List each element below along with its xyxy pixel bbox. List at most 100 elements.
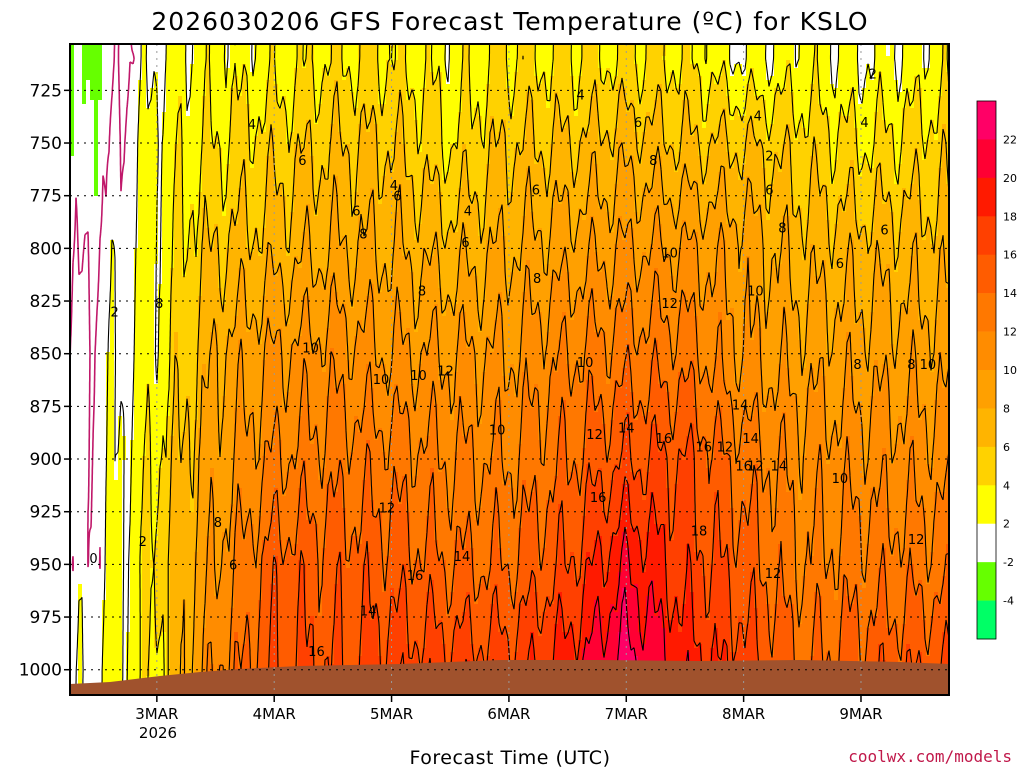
temperature-cell bbox=[86, 668, 91, 673]
temperature-cell bbox=[158, 52, 163, 57]
temperature-cell bbox=[162, 368, 167, 373]
temperature-cell bbox=[166, 224, 171, 229]
temperature-cell bbox=[178, 280, 183, 285]
temperature-cell bbox=[118, 636, 123, 641]
temperature-cell bbox=[138, 160, 143, 165]
temperature-cell bbox=[158, 520, 163, 525]
temperature-cell bbox=[158, 80, 163, 85]
temperature-cell bbox=[158, 668, 163, 673]
temperature-cell bbox=[90, 120, 95, 125]
temperature-cell bbox=[114, 72, 119, 77]
temperature-cell bbox=[138, 368, 143, 373]
temperature-cell bbox=[82, 112, 87, 117]
temperature-cell bbox=[150, 220, 155, 225]
temperature-cell bbox=[106, 548, 111, 553]
temperature-cell bbox=[162, 388, 167, 393]
temperature-cell bbox=[78, 152, 83, 157]
temperature-cell bbox=[158, 596, 163, 601]
temperature-cell bbox=[146, 364, 151, 369]
temperature-cell bbox=[114, 552, 119, 557]
temperature-cell bbox=[174, 652, 179, 657]
temperature-cell bbox=[98, 492, 103, 497]
temperature-cell bbox=[74, 596, 79, 601]
temperature-cell bbox=[106, 556, 111, 561]
temperature-cell bbox=[166, 156, 171, 161]
temperature-cell bbox=[142, 552, 147, 557]
temperature-cell bbox=[78, 584, 83, 589]
temperature-cell bbox=[126, 52, 131, 57]
temperature-cell bbox=[134, 632, 139, 637]
temperature-cell bbox=[142, 144, 147, 149]
temperature-cell bbox=[114, 224, 119, 229]
temperature-cell bbox=[122, 368, 127, 373]
temperature-cell bbox=[82, 76, 87, 81]
temperature-cell bbox=[114, 476, 119, 481]
temperature-cell bbox=[186, 560, 191, 565]
temperature-cell bbox=[150, 520, 155, 525]
temperature-cell bbox=[178, 248, 183, 253]
temperature-cell bbox=[142, 260, 147, 265]
temperature-cell bbox=[74, 560, 79, 565]
temperature-cell bbox=[118, 352, 123, 357]
temperature-cell bbox=[98, 132, 103, 137]
temperature-cell bbox=[114, 200, 119, 205]
temperature-cell bbox=[190, 360, 195, 365]
temperature-cell bbox=[190, 144, 195, 149]
temperature-cell bbox=[86, 180, 91, 185]
temperature-cell bbox=[190, 268, 195, 273]
temperature-cell bbox=[130, 116, 135, 121]
temperature-cell bbox=[182, 392, 187, 397]
temperature-cell bbox=[158, 660, 163, 665]
temperature-cell bbox=[98, 452, 103, 457]
temperature-cell bbox=[94, 208, 99, 213]
temperature-cell bbox=[90, 612, 95, 617]
temperature-cell bbox=[166, 68, 171, 73]
temperature-cell bbox=[186, 384, 191, 389]
temperature-cell bbox=[182, 312, 187, 317]
temperature-cell bbox=[102, 292, 107, 297]
temperature-cell bbox=[114, 628, 119, 633]
temperature-cell bbox=[182, 384, 187, 389]
temperature-cell bbox=[98, 472, 103, 477]
temperature-cell bbox=[102, 392, 107, 397]
temperature-cell bbox=[154, 200, 159, 205]
temperature-cell bbox=[150, 268, 155, 273]
temperature-cell bbox=[186, 200, 191, 205]
temperature-cell bbox=[106, 204, 111, 209]
temperature-cell bbox=[110, 468, 115, 473]
temperature-cell bbox=[162, 572, 167, 577]
temperature-cell bbox=[86, 52, 91, 57]
temperature-cell bbox=[74, 516, 79, 521]
temperature-cell bbox=[90, 568, 95, 573]
temperature-cell bbox=[94, 424, 99, 429]
temperature-cell bbox=[78, 324, 83, 329]
temperature-cell bbox=[82, 376, 87, 381]
temperature-cell bbox=[126, 476, 131, 481]
temperature-cell bbox=[102, 320, 107, 325]
temperature-cell bbox=[94, 416, 99, 421]
temperature-cell bbox=[86, 128, 91, 133]
temperature-cell bbox=[130, 620, 135, 625]
temperature-cell bbox=[166, 476, 171, 481]
temperature-cell bbox=[106, 396, 111, 401]
temperature-cell bbox=[114, 96, 119, 101]
temperature-cell bbox=[94, 72, 99, 77]
temperature-cell bbox=[102, 304, 107, 309]
temperature-cell bbox=[106, 580, 111, 585]
temperature-cell bbox=[106, 648, 111, 653]
temperature-cell bbox=[138, 240, 143, 245]
temperature-cell bbox=[98, 408, 103, 413]
temperature-cell bbox=[126, 500, 131, 505]
temperature-cell bbox=[90, 228, 95, 233]
temperature-cell bbox=[178, 176, 183, 181]
temperature-cell bbox=[134, 360, 139, 365]
temperature-cell bbox=[82, 184, 87, 189]
temperature-cell bbox=[110, 524, 115, 529]
temperature-cell bbox=[142, 168, 147, 173]
temperature-cell bbox=[166, 132, 171, 137]
temperature-cell bbox=[166, 280, 171, 285]
temperature-cell bbox=[118, 548, 123, 553]
temperature-cell bbox=[166, 244, 171, 249]
temperature-cell bbox=[174, 492, 179, 497]
temperature-cell bbox=[186, 380, 191, 385]
